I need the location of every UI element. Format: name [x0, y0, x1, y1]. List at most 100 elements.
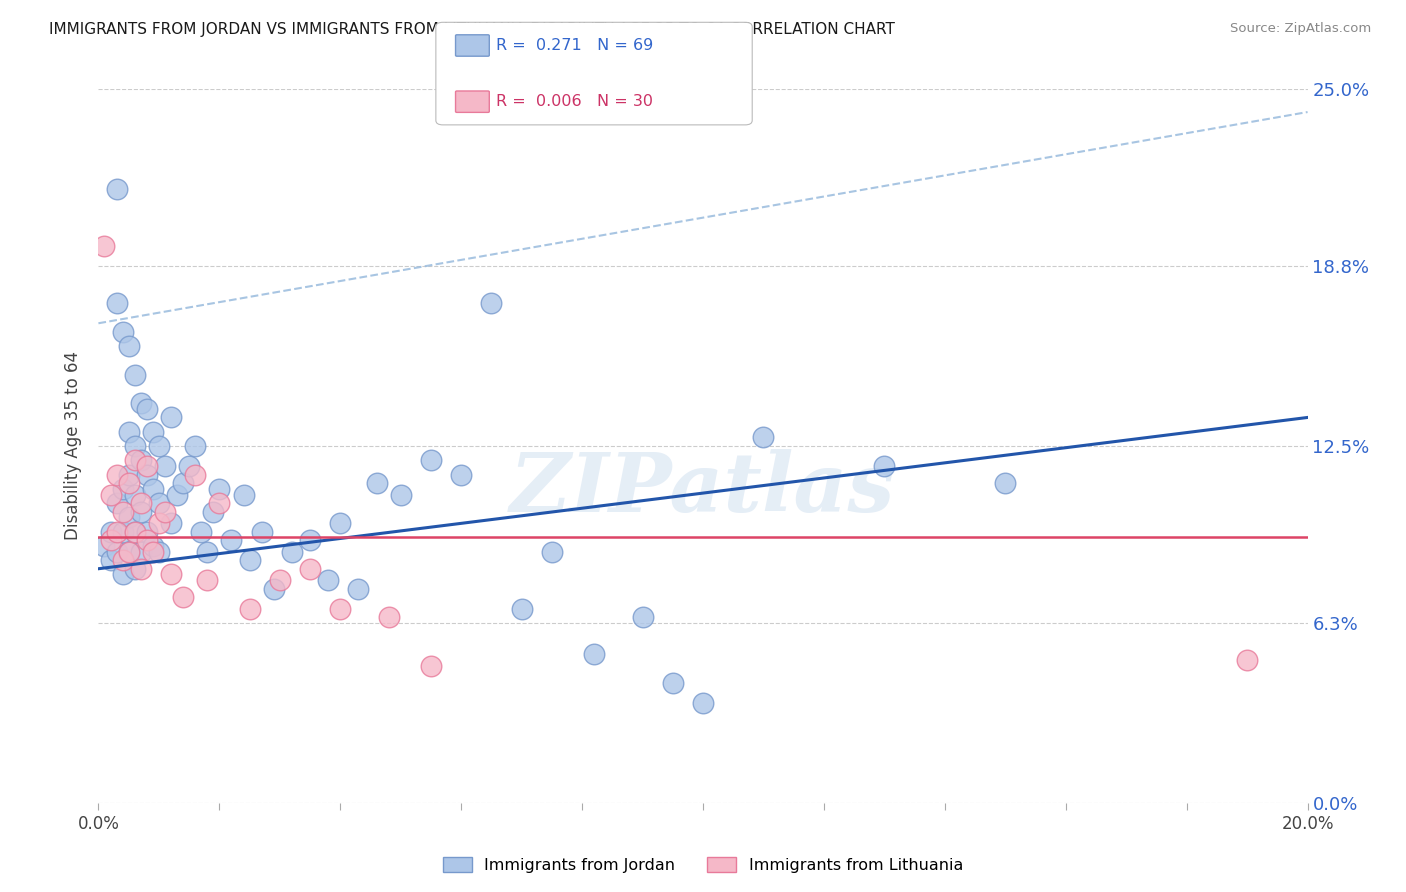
Point — [124, 524, 146, 539]
Point — [366, 476, 388, 491]
Point — [172, 591, 194, 605]
Point — [100, 553, 122, 567]
Point — [160, 410, 183, 425]
Point — [202, 505, 225, 519]
Point — [124, 439, 146, 453]
Point — [208, 496, 231, 510]
Legend: Immigrants from Jordan, Immigrants from Lithuania: Immigrants from Jordan, Immigrants from … — [436, 851, 970, 880]
Point — [100, 524, 122, 539]
Point — [124, 368, 146, 382]
Point — [118, 425, 141, 439]
Point — [184, 467, 207, 482]
Point — [105, 296, 128, 310]
Point — [135, 524, 157, 539]
Point — [153, 505, 176, 519]
Point — [299, 533, 322, 548]
Point — [129, 544, 152, 558]
Point — [148, 496, 170, 510]
Point — [148, 516, 170, 530]
Point — [481, 296, 503, 310]
Point — [111, 524, 134, 539]
Point — [111, 325, 134, 339]
Point — [105, 496, 128, 510]
Point — [129, 396, 152, 410]
Point — [105, 544, 128, 558]
Point — [124, 453, 146, 467]
Point — [135, 467, 157, 482]
Point — [111, 505, 134, 519]
Point — [662, 676, 685, 690]
Point — [129, 453, 152, 467]
Point — [232, 487, 254, 501]
Point — [299, 562, 322, 576]
Point — [179, 458, 201, 473]
Point — [239, 601, 262, 615]
Point — [153, 458, 176, 473]
Point — [118, 510, 141, 524]
Point — [111, 482, 134, 496]
Point — [190, 524, 212, 539]
Point — [129, 505, 152, 519]
Point — [93, 239, 115, 253]
Point — [221, 533, 243, 548]
Point — [184, 439, 207, 453]
Point — [135, 458, 157, 473]
Point — [105, 467, 128, 482]
Point — [105, 524, 128, 539]
Point — [195, 573, 218, 587]
Point — [148, 439, 170, 453]
Point — [269, 573, 291, 587]
Point — [195, 544, 218, 558]
Y-axis label: Disability Age 35 to 64: Disability Age 35 to 64 — [65, 351, 83, 541]
Point — [316, 573, 339, 587]
Point — [124, 562, 146, 576]
Point — [420, 658, 443, 673]
Point — [281, 544, 304, 558]
Point — [118, 544, 141, 558]
Text: Source: ZipAtlas.com: Source: ZipAtlas.com — [1230, 22, 1371, 36]
Point — [129, 562, 152, 576]
Point — [263, 582, 285, 596]
Point — [105, 182, 128, 196]
Point — [994, 476, 1017, 491]
Point — [118, 476, 141, 491]
Point — [129, 496, 152, 510]
Point — [450, 467, 472, 482]
Point — [100, 487, 122, 501]
Point — [540, 544, 562, 558]
Point — [111, 553, 134, 567]
Point — [166, 487, 188, 501]
Point — [100, 533, 122, 548]
Point — [329, 601, 352, 615]
Point — [118, 467, 141, 482]
Point — [135, 401, 157, 416]
Point — [329, 516, 352, 530]
Point — [148, 544, 170, 558]
Point — [752, 430, 775, 444]
Point — [631, 610, 654, 624]
Point — [377, 610, 399, 624]
Point — [124, 524, 146, 539]
Point — [93, 539, 115, 553]
Point — [510, 601, 533, 615]
Text: R =  0.006   N = 30: R = 0.006 N = 30 — [496, 95, 654, 109]
Point — [118, 544, 141, 558]
Point — [172, 476, 194, 491]
Point — [250, 524, 273, 539]
Point — [692, 696, 714, 710]
Text: ZIPatlas: ZIPatlas — [510, 449, 896, 529]
Point — [583, 648, 606, 662]
Point — [118, 339, 141, 353]
Point — [347, 582, 370, 596]
Point — [142, 482, 165, 496]
Point — [420, 453, 443, 467]
Point — [389, 487, 412, 501]
Point — [873, 458, 896, 473]
Point — [160, 567, 183, 582]
Point — [208, 482, 231, 496]
Text: R =  0.271   N = 69: R = 0.271 N = 69 — [496, 38, 654, 53]
Point — [124, 487, 146, 501]
Point — [239, 553, 262, 567]
Point — [135, 533, 157, 548]
Point — [1236, 653, 1258, 667]
